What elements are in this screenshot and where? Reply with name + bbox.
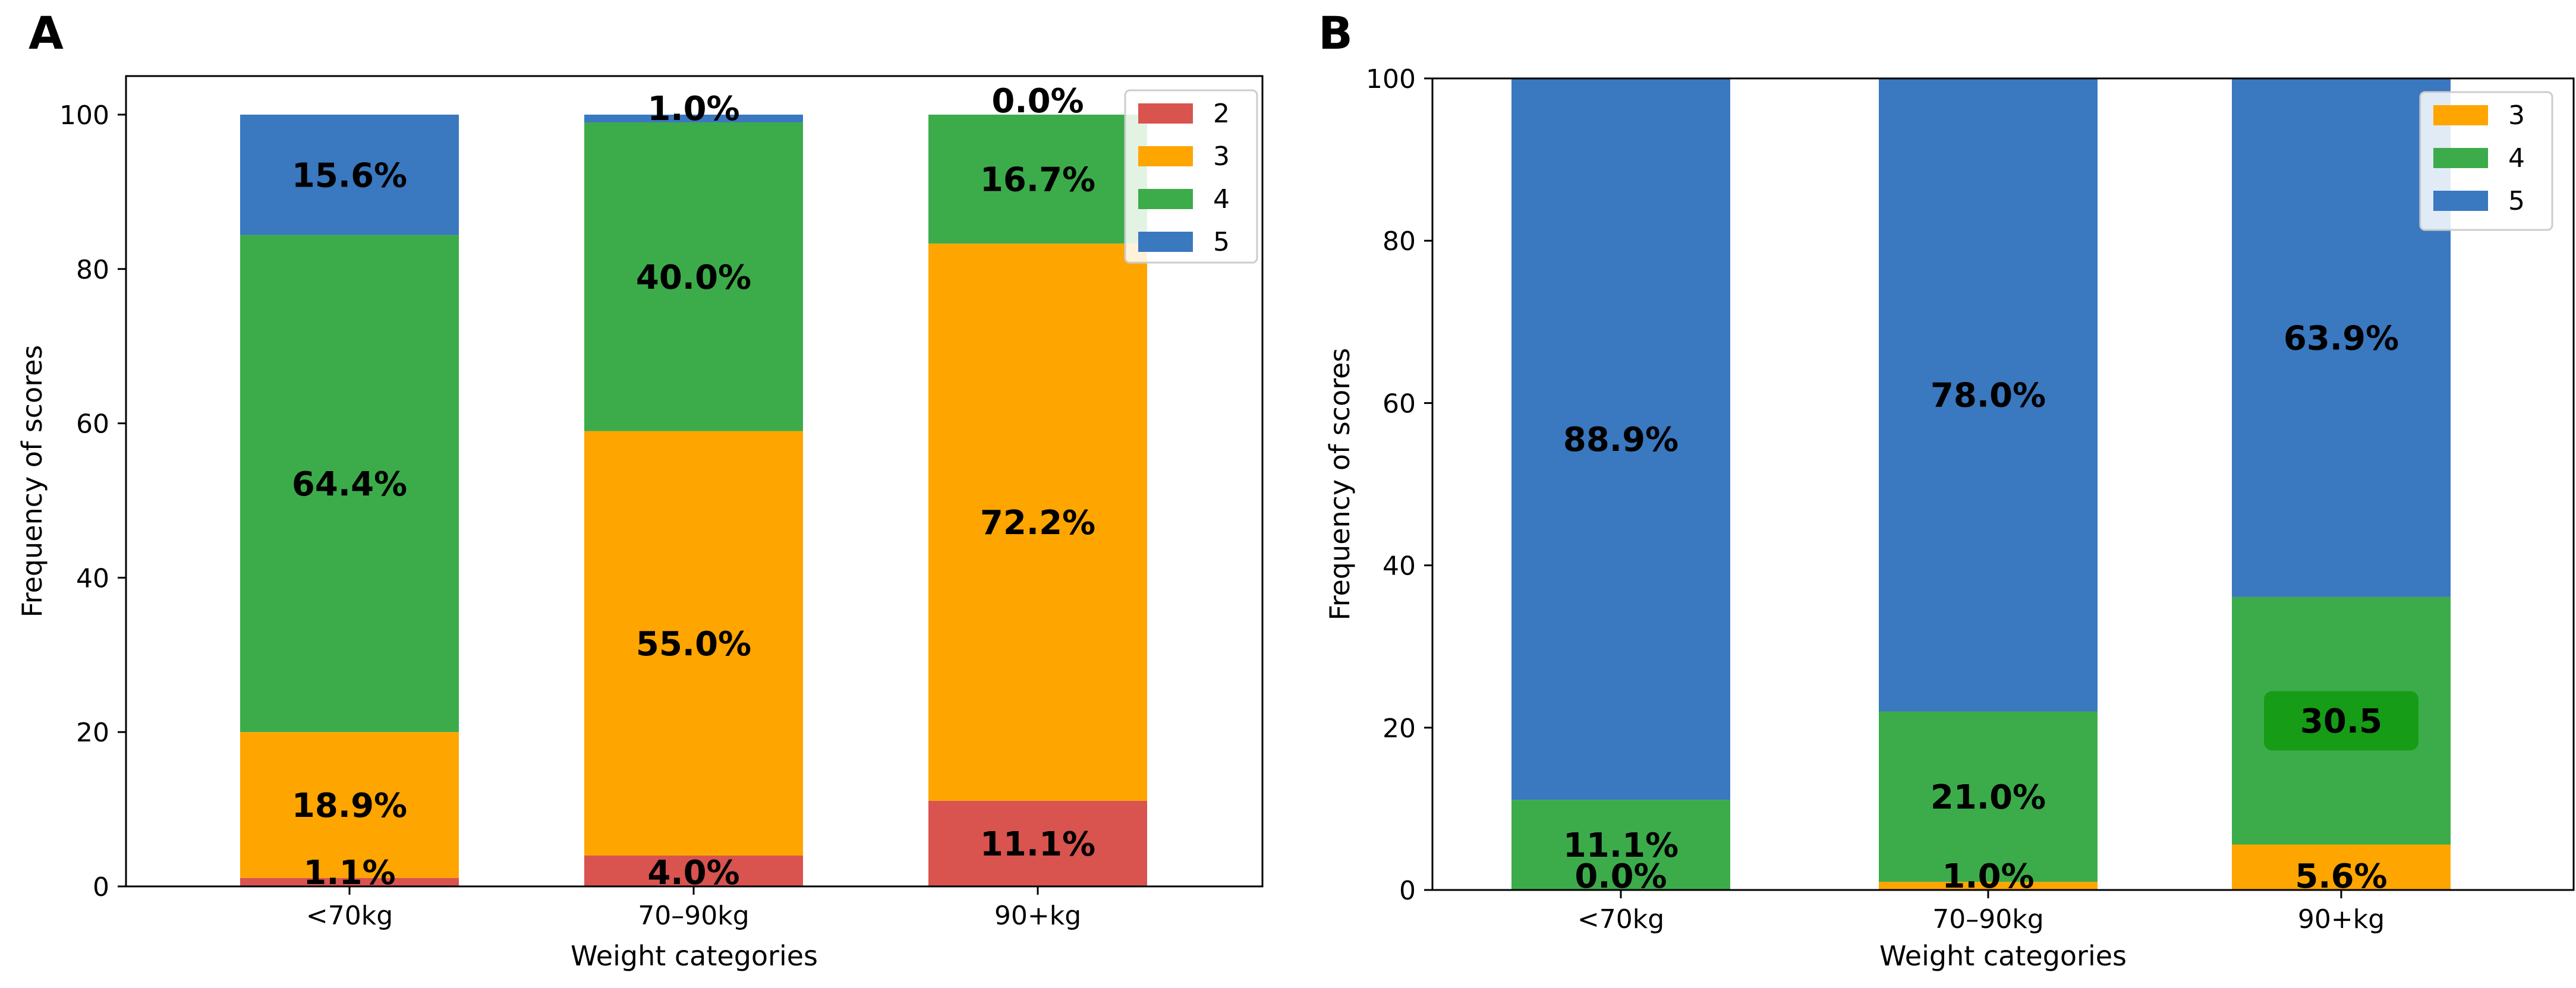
panel-a: A1.1% 4.0%11.1%18.9%55.0%72.2%64.4%40.0%1… [16, 7, 1264, 972]
bar-label-90pluskg-score-2: 11.1% [980, 825, 1095, 864]
bar-label-70-90kg-score-3: 55.0% [636, 625, 751, 664]
bar-70-90kg-score-4 [584, 122, 803, 431]
x-axis-label: Weight categories [571, 940, 818, 972]
legend-label-4: 4 [1213, 184, 1230, 214]
legend-swatch-4 [2433, 148, 2488, 168]
y-axis-label: Frequency of scores [1324, 348, 1356, 621]
y-tick-label: 100 [59, 100, 109, 131]
legend-label-3: 3 [2508, 100, 2525, 131]
bar-label-70-90kg-score-4: 21.0% [1931, 778, 2046, 817]
legend: 3 4 5 [2419, 91, 2553, 231]
panel-b: B0.0% 1.0% 5.6%11.1%21.0%30.588.9%78.0%63.… [1318, 7, 2575, 972]
panel-letter: B [1318, 7, 1353, 59]
bar-label-90pluskg-score-4: 16.7% [980, 160, 1095, 199]
bar-90pluskg-score-5 [2232, 78, 2451, 597]
bar-70-90kg-score-5 [1879, 78, 2098, 712]
plot-frame [1431, 77, 2575, 891]
y-tick-label: 40 [1383, 551, 1416, 582]
y-tick-label: 0 [93, 872, 109, 902]
legend-label-5: 5 [1213, 227, 1230, 257]
legend-label-4: 4 [2508, 143, 2525, 173]
y-tick-label: 100 [1366, 64, 1416, 94]
legend-label-3: 3 [1213, 141, 1230, 172]
y-tick-label: 40 [76, 563, 109, 594]
x-tick-label-lt-70kg: <70kg [306, 901, 393, 931]
panel-letter: A [29, 7, 64, 59]
y-tick-label: 60 [1383, 389, 1416, 419]
bar-label-90pluskg-score-5: 0.0% [991, 82, 1084, 121]
y-tick-label: 20 [76, 718, 109, 748]
bar-label-lt-70kg-score-5: 15.6% [292, 156, 407, 195]
y-tick-label: 0 [1399, 876, 1416, 906]
bar-lt-70kg-score-2 [240, 877, 459, 886]
bar-lt-70kg-score-3 [240, 732, 459, 878]
y-tick-label: 80 [1383, 226, 1416, 257]
x-tick-label-90pluskg: 90+kg [994, 901, 1081, 931]
y-tick-label: 80 [76, 255, 109, 285]
bar-70-90kg-score-5 [584, 114, 803, 122]
bar-70-90kg-score-3 [1879, 882, 2098, 890]
bar-70-90kg-score-4 [1879, 711, 2098, 882]
bar-label-lt-70kg-score-4: 64.4% [292, 465, 407, 504]
bar-label-90pluskg-score-5: 63.9% [2284, 319, 2399, 358]
bar-label-90pluskg-score-3: 72.2% [980, 504, 1095, 542]
x-tick-label-70-90kg: 70–90kg [1932, 904, 2043, 935]
legend-swatch-3 [1138, 146, 1193, 166]
bar-label-90pluskg-score-4: 30.5 [2300, 702, 2382, 741]
legend-swatch-4 [1138, 189, 1193, 209]
y-tick-label: 60 [76, 409, 109, 440]
legend-swatch-3 [2433, 105, 2488, 125]
bar-lt-70kg-score-4 [240, 235, 459, 733]
bar-70-90kg-score-3 [584, 431, 803, 856]
bar-90pluskg-score-4 [928, 114, 1147, 244]
bar-label-lt-70kg-score-4: 11.1% [1563, 826, 1679, 865]
bar-label-lt-70kg-score-3: 18.9% [292, 787, 407, 825]
bar-lt-70kg-score-5 [240, 114, 459, 235]
legend-swatch-5 [2433, 191, 2488, 211]
legend-swatch-5 [1138, 232, 1193, 252]
legend-label-5: 5 [2508, 186, 2525, 216]
y-axis-label: Frequency of scores [16, 345, 48, 618]
bar-90pluskg-score-3 [928, 243, 1147, 801]
bar-70-90kg-score-2 [584, 856, 803, 886]
bar-90pluskg-score-3 [2232, 844, 2451, 890]
bar-label-70-90kg-score-4: 40.0% [636, 258, 751, 297]
legend-swatch-2 [1138, 103, 1193, 124]
legend-label-2: 2 [1213, 99, 1230, 129]
legend-box [1124, 89, 1258, 264]
x-tick-label-90pluskg: 90+kg [2298, 904, 2385, 935]
y-tick-label: 20 [1383, 714, 1416, 744]
x-tick-label-lt-70kg: <70kg [1577, 904, 1664, 935]
bar-label-70-90kg-score-5: 78.0% [1931, 377, 2046, 415]
bar-lt-70kg-score-5 [1511, 78, 1730, 800]
x-tick-label-70-90kg: 70–90kg [638, 901, 749, 931]
bar-90pluskg-score-2 [928, 800, 1147, 886]
x-axis-label: Weight categories [1879, 940, 2127, 972]
bar-label-70-90kg-score-5: 1.0% [647, 90, 739, 128]
bar-lt-70kg-score-4 [1511, 800, 1730, 890]
bar-label-lt-70kg-score-5: 88.9% [1563, 421, 1679, 459]
legend: 2 3 4 5 [1124, 89, 1258, 264]
highlight-badge [2264, 691, 2418, 751]
